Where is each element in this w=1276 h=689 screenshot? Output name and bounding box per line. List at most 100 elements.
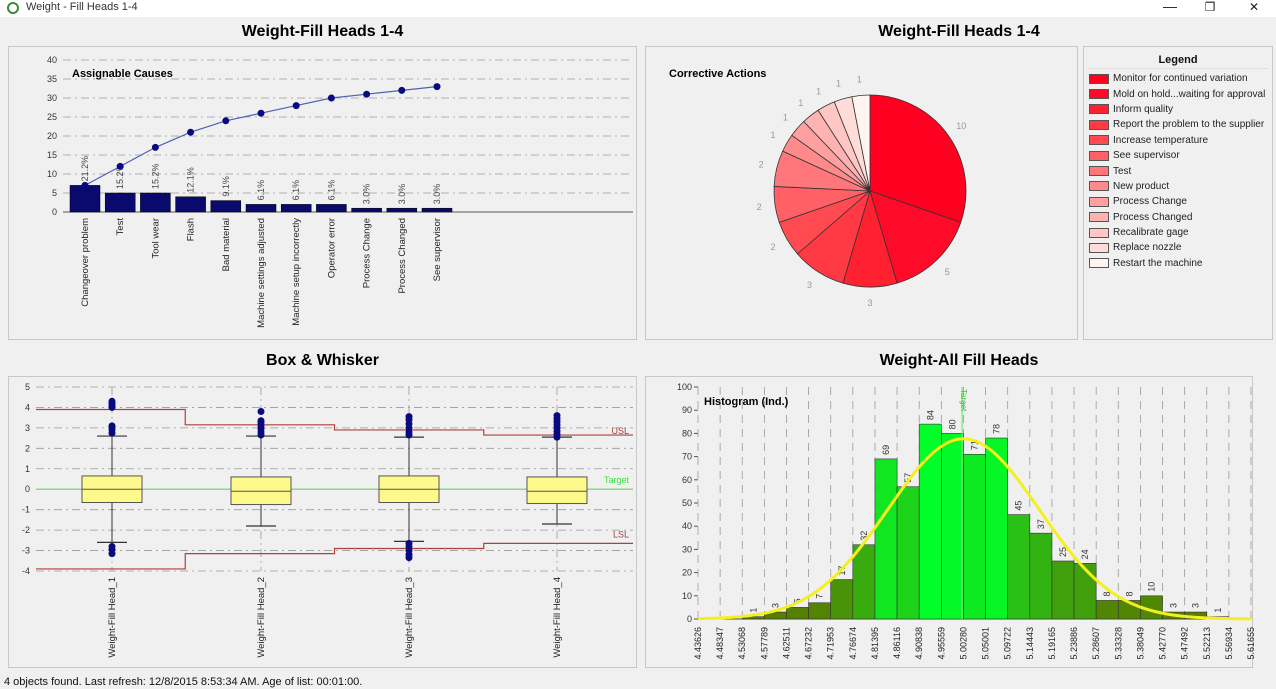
- pareto-bar: [280, 204, 312, 213]
- y-tick-label: -1: [22, 505, 30, 515]
- minimize-button[interactable]: —: [1163, 0, 1177, 14]
- chart-title: Corrective Actions: [669, 68, 766, 80]
- bar-data-label: 25: [1058, 547, 1068, 557]
- outlier-point: [108, 422, 116, 430]
- x-tick-label: 5.23886: [1069, 627, 1079, 660]
- legend-item: Increase temperature: [1084, 133, 1272, 148]
- x-tick-label: 5.56934: [1224, 627, 1234, 660]
- y-tick-label: 0: [687, 614, 692, 624]
- legend-label: Replace nozzle: [1113, 242, 1182, 254]
- legend-label: Restart the machine: [1113, 257, 1203, 269]
- slice-label: 1: [857, 75, 862, 85]
- histogram-bar: [874, 458, 898, 620]
- histogram-bar: [896, 486, 920, 620]
- legend-swatch: [1089, 150, 1109, 161]
- y-tick-label: 2: [25, 443, 30, 453]
- pareto-chart: 0 5 10 15 20 25 30 35 40 Assignable Causes 21.2% Ch…: [47, 55, 633, 328]
- x-tick-label: 4.67232: [804, 627, 814, 660]
- legend-item: Test: [1084, 163, 1272, 178]
- histogram-bar: [808, 602, 832, 620]
- x-tick-label: Process Changed: [397, 218, 408, 294]
- cumulative-point: [116, 162, 124, 170]
- x-tick-label: 4.43626: [693, 627, 703, 660]
- bar-data-label: 32: [859, 531, 869, 541]
- pareto-bar: [104, 192, 136, 213]
- pareto-bar: [210, 200, 242, 213]
- x-tick-label: 5.42770: [1158, 627, 1168, 660]
- cumulative-point: [187, 128, 195, 136]
- x-tick-label: 4.71953: [826, 627, 836, 660]
- lsl-label: LSL: [613, 529, 629, 539]
- x-tick-label: 4.76674: [848, 627, 858, 660]
- cumulative-point: [398, 86, 406, 94]
- histogram-bar: [1051, 560, 1075, 620]
- x-tick-label: 4.62511: [781, 627, 791, 659]
- legend-item: Recalibrate gage: [1084, 225, 1272, 240]
- bar-data-label: 3.0%: [432, 184, 442, 205]
- y-tick-label: -2: [22, 525, 30, 535]
- x-tick-label: Tool wear: [150, 218, 161, 259]
- x-tick-label: 5.09722: [1003, 627, 1013, 660]
- y-tick-label: 1: [25, 464, 30, 474]
- legend-swatch: [1089, 119, 1109, 130]
- bar-data-label: 80: [947, 419, 957, 429]
- y-tick-label: 40: [682, 521, 692, 531]
- x-tick-label: 5.19165: [1047, 627, 1057, 660]
- histogram-bar: [1073, 563, 1097, 620]
- legend-panel: Legend Monitor for continued variation Mo…: [1083, 46, 1273, 340]
- bar-data-label: 3: [770, 603, 780, 608]
- x-tick-label: 5.33328: [1113, 627, 1123, 660]
- cumulative-point: [433, 83, 441, 91]
- legend-item: Mold on hold...waiting for approval: [1084, 86, 1272, 101]
- legend-item: New product: [1084, 179, 1272, 194]
- restore-button[interactable]: ❐: [1204, 0, 1216, 14]
- bar-data-label: 12.1%: [186, 167, 196, 193]
- slice-label: 1: [816, 86, 821, 96]
- outlier-point: [108, 397, 116, 405]
- legend-item: Restart the machine: [1084, 256, 1272, 271]
- legend-item: Process Changed: [1084, 210, 1272, 225]
- x-tick-label: 5.52213: [1202, 627, 1212, 660]
- x-tick-label: 5.00280: [958, 627, 968, 660]
- histogram-bar: [786, 607, 809, 620]
- y-tick-label: 30: [47, 93, 57, 103]
- x-tick-label: Weight-Fill Head_2: [256, 577, 267, 658]
- bar-data-label: 6.1%: [256, 180, 266, 201]
- usl-label: USL: [611, 426, 629, 436]
- y-tick-label: 40: [47, 55, 57, 65]
- pareto-bar: [386, 207, 418, 213]
- bar-data-label: 3.0%: [397, 184, 407, 205]
- y-tick-label: 0: [25, 484, 30, 494]
- close-button[interactable]: ✕: [1248, 0, 1260, 14]
- y-tick-label: 20: [682, 568, 692, 578]
- bar-data-label: 8: [1102, 591, 1112, 596]
- pie-slice: [869, 94, 967, 223]
- x-tick-label: Operator error: [326, 218, 337, 278]
- legend-swatch: [1089, 166, 1109, 177]
- pareto-panel-title: Weight-Fill Heads 1-4: [241, 23, 404, 40]
- x-tick-label: Machine setup incorrectly: [291, 218, 302, 326]
- y-tick-label: 90: [682, 405, 692, 415]
- x-tick-label: 5.14443: [1025, 627, 1035, 660]
- cumulative-point: [327, 94, 335, 102]
- x-tick-label: Weight-Fill Head_1: [107, 577, 118, 658]
- cumulative-point: [257, 109, 265, 117]
- pie-slice: [851, 94, 871, 192]
- bar-data-label: 21.2%: [80, 156, 90, 182]
- legend-label: Monitor for continued variation: [1113, 73, 1248, 85]
- legend-label: Inform quality: [1113, 103, 1174, 115]
- slice-label: 1: [836, 79, 841, 89]
- status-bar: 4 objects found. Last refresh: 12/8/2015…: [4, 676, 363, 688]
- slice-label: 1: [783, 113, 788, 123]
- slice-label: 2: [757, 202, 762, 212]
- y-tick-label: 5: [52, 188, 57, 198]
- x-tick-label: 4.95559: [936, 627, 946, 660]
- x-tick-label: 5.05001: [981, 627, 991, 660]
- title-bar: Weight - Fill Heads 1-4 — ❐ ✕: [0, 0, 1276, 17]
- slice-label: 2: [759, 160, 764, 170]
- y-tick-label: 70: [682, 452, 692, 462]
- cumulative-point: [81, 181, 89, 189]
- bar-data-label: 15.2%: [150, 163, 160, 189]
- legend-label: Process Changed: [1113, 211, 1193, 223]
- outlier-point: [553, 412, 561, 420]
